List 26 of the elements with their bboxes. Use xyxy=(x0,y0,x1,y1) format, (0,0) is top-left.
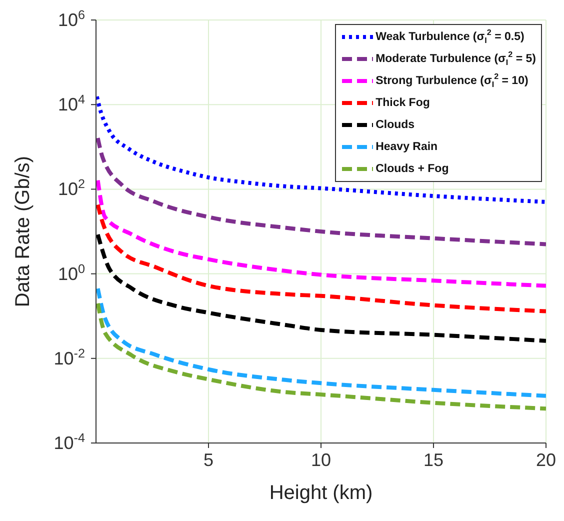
y-tick-label: 10$^{6}$ xyxy=(58,8,85,30)
y-tick-label: 10$^{4}$ xyxy=(58,92,85,115)
line-series xyxy=(96,232,546,343)
line-series xyxy=(96,178,546,288)
x-tick-label: 20 xyxy=(536,450,556,470)
y-tick-label: 10$^{0}$ xyxy=(58,262,85,284)
legend-label: Heavy Rain xyxy=(376,141,438,153)
y-tick-label: 10$^{-4}$ xyxy=(54,431,85,453)
x-tick-label: 5 xyxy=(203,450,214,470)
line-series xyxy=(96,286,546,398)
legend-label: Thick Fog xyxy=(376,97,430,109)
legend-label: Clouds + Fog xyxy=(376,163,449,175)
y-tick-label: 10$^{2}$ xyxy=(58,177,85,200)
line-series xyxy=(96,202,546,314)
legend-label: Clouds xyxy=(376,119,415,131)
x-axis-title: Height (km) xyxy=(269,482,373,504)
x-tick-label: 10 xyxy=(310,450,332,470)
x-tick-label: 15 xyxy=(423,450,444,470)
y-tick-label: 10$^{-2}$ xyxy=(54,346,85,368)
legend-label: Moderate Turbulence (σ$_{I}$$^{2}$ = 5) xyxy=(376,50,536,68)
legend-label: Strong Turbulence (σ$_{I}$$^{2}$ = 10) xyxy=(376,72,528,90)
legend-label: Weak Turbulence (σ$_{I}$$^{2}$ = 0.5) xyxy=(376,28,524,46)
line-series xyxy=(96,136,546,246)
line-series xyxy=(96,301,546,411)
y-axis-title: Data Rate (Gb/s) xyxy=(12,156,34,308)
line-series xyxy=(96,94,546,204)
